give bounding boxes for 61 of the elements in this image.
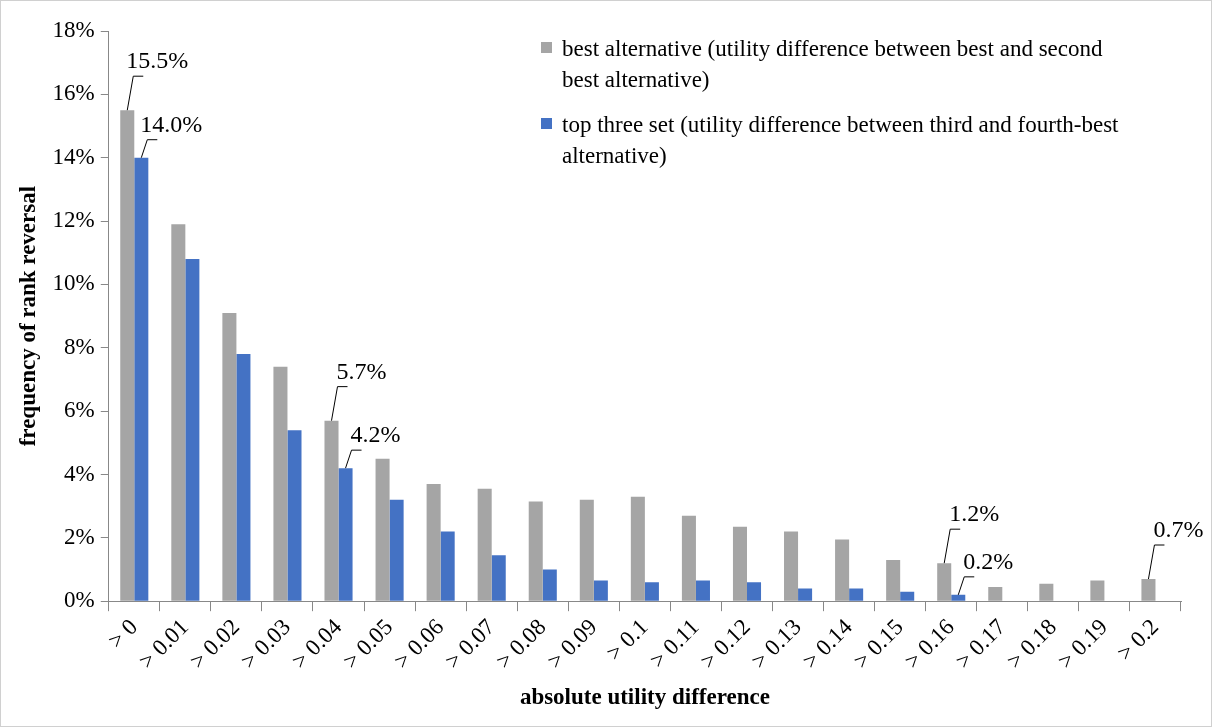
bar — [222, 312, 237, 601]
bar — [338, 468, 353, 601]
y-tick-label: 16% — [52, 80, 95, 106]
bar — [1090, 580, 1105, 601]
bar — [644, 582, 659, 601]
y-tick-label: 6% — [64, 397, 95, 423]
bar — [951, 594, 966, 601]
y-tick-label: 14% — [52, 143, 95, 169]
bar — [732, 526, 747, 601]
bar — [440, 531, 455, 601]
bar — [886, 560, 901, 601]
bar — [695, 580, 710, 601]
bar — [937, 563, 952, 601]
bar — [579, 499, 594, 601]
bar — [681, 515, 696, 601]
y-axis-title: frequency of rank reversal — [14, 185, 40, 447]
data-label: 5.7% — [336, 357, 387, 384]
bar — [849, 588, 864, 601]
bar — [134, 157, 149, 601]
x-tick-label: > 0 — [103, 614, 143, 654]
bar — [491, 555, 506, 601]
bar — [1039, 583, 1054, 601]
bar — [426, 483, 441, 601]
data-label: 4.2% — [350, 421, 401, 448]
bar — [287, 430, 302, 601]
bar — [542, 569, 557, 601]
bar — [185, 259, 200, 601]
legend-label: best alternative (utility difference between best and second best alternative) — [562, 35, 1104, 95]
x-tick-label: > 0.2 — [1112, 614, 1164, 666]
y-tick-label: 4% — [64, 460, 95, 486]
bar — [375, 458, 390, 601]
bar — [236, 354, 251, 601]
bar — [1141, 579, 1156, 601]
y-tick-label: 8% — [64, 333, 95, 359]
y-tick-label: 18% — [52, 17, 95, 43]
data-label: 15.5% — [126, 47, 189, 74]
bar — [477, 488, 492, 601]
bar — [784, 531, 799, 601]
y-tick-label: 12% — [52, 207, 95, 233]
bar — [273, 366, 288, 601]
bar — [798, 588, 813, 601]
data-label: 14.0% — [140, 111, 203, 137]
x-axis-title: absolute utility difference — [519, 684, 770, 710]
bar — [988, 586, 1003, 601]
legend-label: top three set (utility difference between third and fourth-best alternative) — [562, 111, 1120, 171]
bar — [171, 224, 186, 601]
bar — [630, 496, 645, 601]
bar — [835, 539, 850, 601]
y-tick-label: 2% — [64, 523, 95, 549]
bar — [528, 501, 543, 601]
bar — [324, 420, 339, 601]
bar — [747, 582, 762, 601]
y-tick-label: 0% — [64, 587, 95, 613]
bar — [120, 110, 135, 601]
data-label: 1.2% — [949, 500, 1000, 527]
data-label: 0.2% — [963, 548, 1014, 575]
bar — [593, 580, 608, 601]
y-tick-label: 10% — [52, 270, 95, 296]
bar — [900, 591, 915, 601]
bar — [389, 499, 404, 601]
data-label: 0.7% — [1153, 516, 1204, 543]
